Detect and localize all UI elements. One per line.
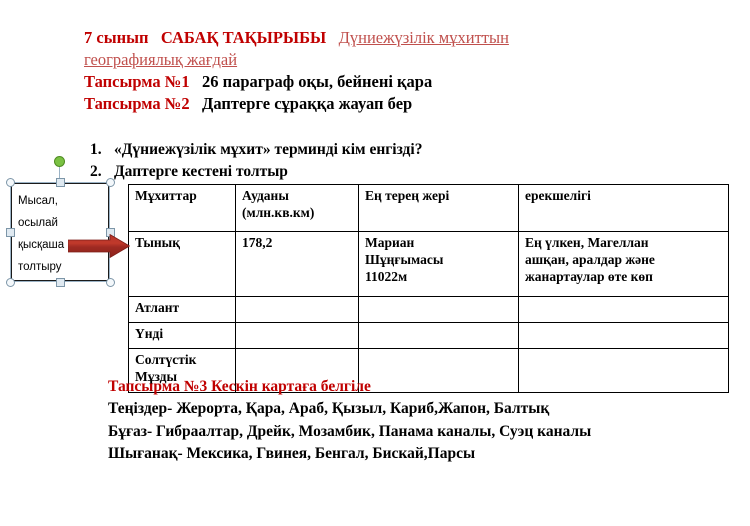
- oceans-table: Мұхиттар Ауданы (млн.кв.км) Ең терең жер…: [128, 184, 729, 393]
- feature-line3: жанартаулар өте көп: [525, 268, 653, 284]
- resize-handle-top-middle[interactable]: [56, 178, 65, 187]
- right-arrow-shape[interactable]: [67, 233, 131, 259]
- lesson-heading: 7 сынып САБАҚ ТАҚЫРЫБЫ Дүниежүзілік мұхи…: [84, 27, 684, 115]
- example-textbox-text: Мысал, осылай қысқаша толтыру: [18, 190, 110, 278]
- table-header-deepest: Ең терең жері: [358, 184, 519, 232]
- task3-label: Тапсырма №3 Кескін картаға белгіле: [108, 378, 371, 395]
- textbox-line-2: осылай: [18, 217, 58, 230]
- task3-straits-line: Бұғаз- Гибраалтар, Дрейк, Мозамбик, Пана…: [108, 422, 592, 440]
- table-cell-area: [235, 296, 359, 323]
- table-header-area-line1: Ауданы: [242, 188, 289, 203]
- table-cell-ocean: Тынық: [128, 231, 236, 297]
- task1-text: 26 параграф оқы, бейнені қара: [201, 71, 433, 91]
- table-cell-feature: [518, 322, 729, 349]
- table-cell-feature: [518, 296, 729, 323]
- table-header-feature: ерекшелігі: [518, 184, 729, 232]
- resize-handle-bottom-right[interactable]: [106, 278, 115, 287]
- heading-line-task2: Тапсырма №2 Даптерге сұраққа жауап бер: [84, 93, 684, 115]
- table-cell-ocean: Солтүстік Мұзды: [128, 348, 236, 393]
- table-cell-area: 178,2: [235, 231, 359, 297]
- table-row: Үнді: [128, 322, 729, 349]
- deepest-line1: Мариан: [365, 235, 415, 250]
- table-cell-ocean: Үнді: [128, 322, 236, 349]
- list-item-label: «Дүниежүзілік мұхит» терминді кім енгізд…: [114, 141, 423, 158]
- feature-line1: Ең үлкен, Магеллан: [525, 235, 649, 250]
- feature-line2: ашқан, аралдар және: [525, 251, 655, 267]
- list-item-number: 2.: [90, 162, 102, 180]
- table-cell-area: [235, 322, 359, 349]
- deepest-line3: 11022м: [365, 268, 408, 284]
- table-header-area: Ауданы (млн.кв.км): [235, 184, 359, 232]
- ocean-line1: Солтүстік: [135, 352, 197, 367]
- rotation-stem: [59, 166, 60, 183]
- list-item-label: Даптерге кестені толтыр: [114, 162, 288, 180]
- textbox-line-4: толтыру: [18, 261, 62, 274]
- table-cell-feature: Ең үлкен, Магеллан ашқан, аралдар және ж…: [518, 231, 729, 297]
- selected-textbox-group[interactable]: Мысал, осылай қысқаша толтыру: [0, 150, 130, 295]
- resize-handle-bottom-left[interactable]: [6, 278, 15, 287]
- table-cell-area: [235, 348, 359, 393]
- table-cell-ocean: Атлант: [128, 296, 236, 323]
- deepest-line2: Шұңғымасы: [365, 251, 444, 267]
- table-cell-deepest: Мариан Шұңғымасы 11022м: [358, 231, 519, 297]
- heading-topic-text: Дүниежүзілік мұхиттын географиялық жағда…: [84, 28, 509, 69]
- heading-line-topic: 7 сынып САБАҚ ТАҚЫРЫБЫ Дүниежүзілік мұхи…: [84, 27, 594, 71]
- task3-gulfs-line: Шығанақ- Мексика, Гвинея, Бенгал, Бискай…: [108, 445, 476, 463]
- heading-lesson-label: САБАҚ ТАҚЫРЫБЫ: [160, 28, 327, 47]
- resize-handle-top-left[interactable]: [6, 178, 15, 187]
- task3-seas-line: Теңіздер- Жерорта, Қара, Араб, Қызыл, Ка…: [108, 400, 550, 418]
- table-row: Тынық 178,2 Мариан Шұңғымасы 11022м Ең ү…: [128, 231, 729, 297]
- heading-grade: 7 сынып: [84, 28, 149, 47]
- table-cell-deepest: [358, 322, 519, 349]
- ocean-line2: Мұзды: [135, 368, 178, 384]
- list-item: 1. «Дүниежүзілік мұхит» терминді кім енг…: [90, 139, 560, 161]
- heading-line-task1: Тапсырма №1 26 параграф оқы, бейнені қар…: [84, 71, 684, 93]
- list-item: 2. Даптерге кестені толтыр: [90, 161, 560, 183]
- textbox-line-3: қысқаша: [18, 239, 65, 252]
- table-header-area-line2: (млн.кв.км): [242, 204, 315, 220]
- table-row: Атлант: [128, 296, 729, 323]
- table-cell-deepest: [358, 296, 519, 323]
- right-arrow-icon: [67, 233, 131, 259]
- list-item-number: 1.: [90, 141, 102, 158]
- table-row: Солтүстік Мұзды: [128, 348, 729, 393]
- question-list: 1. «Дүниежүзілік мұхит» терминді кім енг…: [90, 139, 560, 182]
- rotate-handle[interactable]: [54, 156, 65, 167]
- task3-block: Тапсырма №3 Кескін картаға белгіле Теңіз…: [108, 376, 708, 466]
- selection-outline: [10, 182, 110, 282]
- resize-handle-bottom-middle[interactable]: [56, 278, 65, 287]
- task1-label: Тапсырма №1: [84, 71, 190, 91]
- task2-text: Даптерге сұраққа жауап бер: [201, 93, 413, 113]
- task2-label: Тапсырма №2: [84, 93, 190, 113]
- resize-handle-middle-left[interactable]: [6, 228, 15, 237]
- resize-handle-top-right[interactable]: [106, 178, 115, 187]
- table-header-oceans: Мұхиттар: [128, 184, 236, 232]
- table-cell-feature: [518, 348, 729, 393]
- table-header-row: Мұхиттар Ауданы (млн.кв.км) Ең терең жер…: [128, 184, 729, 232]
- textbox-line-1: Мысал,: [18, 195, 58, 207]
